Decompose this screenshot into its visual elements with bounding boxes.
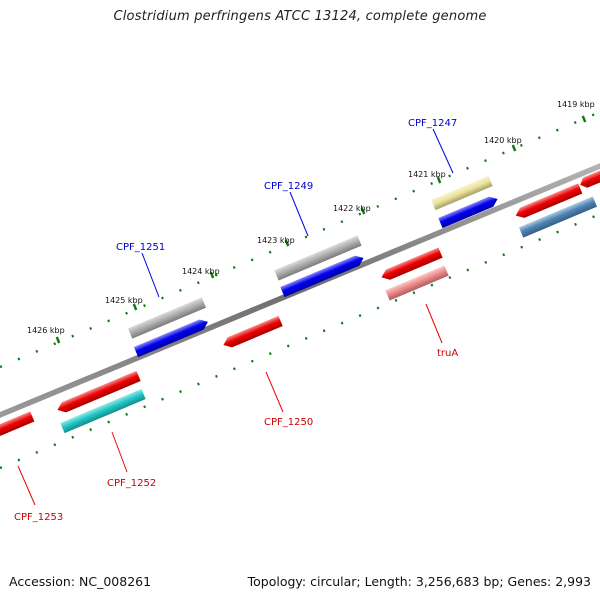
- major-tick: [284, 239, 290, 247]
- leader-line-cpf1252: [111, 431, 128, 473]
- accession-info: Accession: NC_008261: [9, 574, 152, 589]
- gene-label-cpf1252[interactable]: CPF_1252: [107, 478, 156, 489]
- gene-label-cpf1253[interactable]: CPF_1253: [14, 512, 63, 523]
- label-leader-lines: [17, 128, 454, 506]
- feature-cpf1249[interactable]: [274, 235, 362, 281]
- gene-label-cpf1250[interactable]: CPF_1250: [264, 417, 313, 428]
- gene-trua-shape[interactable]: [379, 247, 443, 283]
- scale-label-1424: 1424 kbp: [182, 267, 220, 276]
- feature-cpf1247-shape[interactable]: [431, 175, 493, 211]
- major-tick: [436, 176, 442, 184]
- gene-reverse-right-1[interactable]: [514, 183, 583, 220]
- scale-ruler-outer: [0, 110, 600, 369]
- gene-cpf1252[interactable]: [55, 370, 141, 415]
- gene-labels: CPF_1247 CPF_1249 CPF_1251 truA CPF_1250…: [14, 118, 458, 523]
- leader-line-cpf1249: [289, 191, 309, 237]
- scale-label-1422: 1422 kbp: [333, 204, 371, 213]
- major-tick: [55, 336, 61, 344]
- major-tick: [360, 207, 366, 215]
- gene-cpf1249[interactable]: [280, 253, 365, 298]
- feature-trua-shape[interactable]: [385, 265, 449, 301]
- gene-cpf1249-shape[interactable]: [280, 253, 365, 298]
- scale-ruler-inner: [0, 212, 600, 470]
- scale-labels: 1419 kbp 1420 kbp 1421 kbp 1422 kbp 1423…: [27, 100, 595, 335]
- gene-cpf1247[interactable]: [438, 194, 499, 229]
- gene-cpf1251[interactable]: [133, 317, 210, 358]
- major-tick: [132, 303, 138, 311]
- gene-cpf1253-shape[interactable]: [0, 411, 35, 438]
- gene-label-cpf1249[interactable]: CPF_1249: [264, 181, 313, 192]
- map-title: Clostridium perfringens ATCC 13124, comp…: [113, 9, 487, 24]
- feature-cpf1252[interactable]: [60, 388, 146, 434]
- leader-line-cpf1250: [265, 371, 284, 413]
- gene-label-cpf1247[interactable]: CPF_1247: [408, 118, 457, 129]
- gene-cpf1250[interactable]: [221, 315, 283, 350]
- leader-line-cpf1253: [17, 465, 36, 506]
- scale-label-1423: 1423 kbp: [257, 236, 295, 245]
- topology-info: Topology: circular; Length: 3,256,683 bp…: [247, 574, 591, 589]
- major-tick: [209, 271, 215, 279]
- feature-reverse-right-shape[interactable]: [518, 196, 598, 238]
- scale-label-1420: 1420 kbp: [484, 136, 522, 145]
- feature-cpf1252-shape[interactable]: [60, 388, 146, 434]
- gene-reverse-right-2[interactable]: [578, 168, 600, 190]
- feature-cpf1251-shape[interactable]: [127, 297, 207, 339]
- gene-label-trua[interactable]: truA: [437, 348, 458, 359]
- feature-cpf1251[interactable]: [127, 297, 207, 339]
- gene-cpf1247-shape[interactable]: [438, 194, 499, 229]
- feature-track: [0, 168, 600, 438]
- gene-cpf1251-shape[interactable]: [133, 317, 210, 358]
- scale-label-1426: 1426 kbp: [27, 326, 65, 335]
- feature-trua[interactable]: [385, 265, 449, 301]
- leader-line-cpf1247: [432, 128, 454, 174]
- scale-label-1419: 1419 kbp: [557, 100, 595, 109]
- feature-cpf1247[interactable]: [431, 175, 493, 211]
- gene-cpf1250-shape[interactable]: [221, 315, 283, 350]
- scale-label-1425: 1425 kbp: [105, 296, 143, 305]
- gene-cpf1252-shape[interactable]: [55, 370, 141, 415]
- major-tick: [581, 115, 587, 123]
- leader-line-trua: [425, 303, 443, 344]
- leader-line-cpf1251: [141, 252, 160, 298]
- major-tick: [511, 144, 517, 152]
- gene-label-cpf1251[interactable]: CPF_1251: [116, 242, 165, 253]
- gene-reverse-right-2-shape[interactable]: [578, 168, 600, 190]
- feature-reverse-right[interactable]: [518, 196, 598, 238]
- major-ticks: [55, 115, 587, 344]
- gene-cpf1253[interactable]: [0, 411, 35, 438]
- gene-trua[interactable]: [379, 247, 443, 283]
- gene-reverse-right-1-shape[interactable]: [514, 183, 583, 220]
- feature-cpf1249-shape[interactable]: [274, 235, 362, 281]
- scale-label-1421: 1421 kbp: [408, 170, 446, 179]
